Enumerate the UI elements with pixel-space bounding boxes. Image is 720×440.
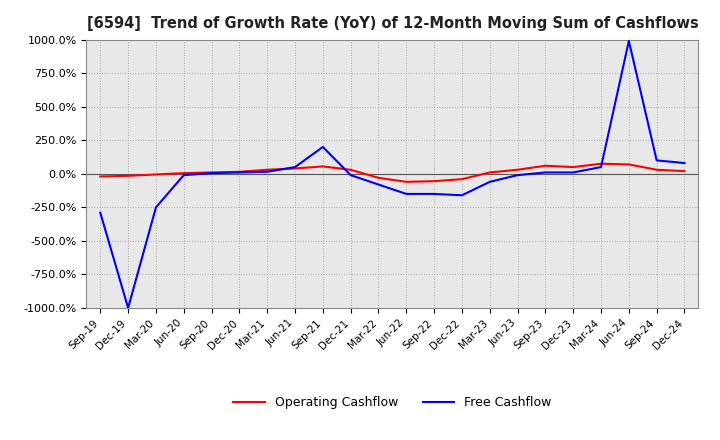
Free Cashflow (207, 170, 216, 176)
Operating Cashflow (263, 167, 271, 172)
Operating Cashflow (513, 167, 522, 172)
Free Cashflow (152, 205, 161, 210)
Free Cashflow (96, 210, 104, 215)
Free Cashflow (318, 144, 327, 150)
Operating Cashflow (96, 174, 104, 179)
Free Cashflow (458, 193, 467, 198)
Operating Cashflow (402, 179, 410, 184)
Free Cashflow (402, 191, 410, 197)
Operating Cashflow (624, 162, 633, 167)
Operating Cashflow (346, 167, 355, 172)
Free Cashflow (624, 38, 633, 44)
Legend: Operating Cashflow, Free Cashflow: Operating Cashflow, Free Cashflow (228, 392, 557, 414)
Free Cashflow (374, 182, 383, 187)
Free Cashflow (513, 172, 522, 178)
Free Cashflow (541, 170, 550, 175)
Operating Cashflow (124, 173, 132, 179)
Operating Cashflow (485, 170, 494, 175)
Free Cashflow (569, 170, 577, 175)
Operating Cashflow (430, 179, 438, 184)
Free Cashflow (597, 165, 606, 170)
Operating Cashflow (541, 163, 550, 169)
Free Cashflow (652, 158, 661, 163)
Title: [6594]  Trend of Growth Rate (YoY) of 12-Month Moving Sum of Cashflows: [6594] Trend of Growth Rate (YoY) of 12-… (86, 16, 698, 32)
Free Cashflow (263, 169, 271, 174)
Line: Operating Cashflow: Operating Cashflow (100, 164, 685, 182)
Operating Cashflow (291, 166, 300, 171)
Operating Cashflow (374, 175, 383, 180)
Operating Cashflow (569, 165, 577, 170)
Operating Cashflow (458, 176, 467, 182)
Free Cashflow (680, 161, 689, 166)
Free Cashflow (179, 172, 188, 178)
Free Cashflow (291, 165, 300, 170)
Operating Cashflow (597, 161, 606, 166)
Line: Free Cashflow: Free Cashflow (100, 41, 685, 308)
Operating Cashflow (207, 170, 216, 175)
Free Cashflow (430, 191, 438, 197)
Operating Cashflow (318, 164, 327, 169)
Operating Cashflow (152, 172, 161, 177)
Free Cashflow (124, 305, 132, 311)
Free Cashflow (235, 170, 243, 175)
Operating Cashflow (652, 167, 661, 172)
Free Cashflow (346, 172, 355, 178)
Operating Cashflow (235, 169, 243, 174)
Operating Cashflow (179, 170, 188, 176)
Free Cashflow (485, 179, 494, 184)
Operating Cashflow (680, 169, 689, 174)
